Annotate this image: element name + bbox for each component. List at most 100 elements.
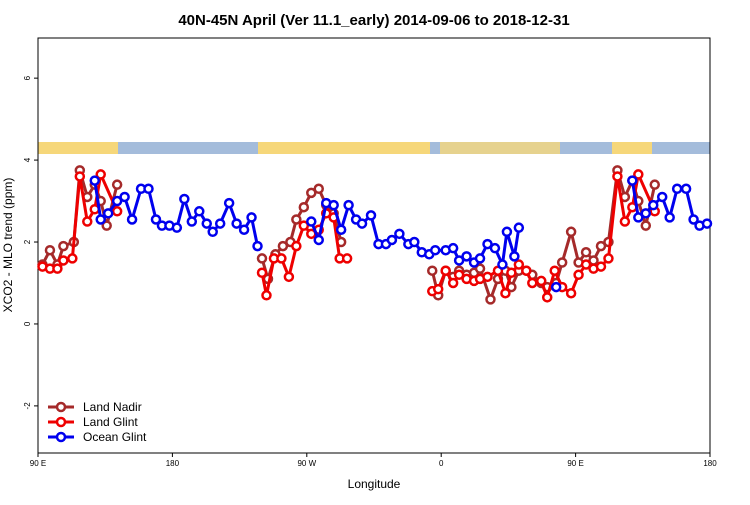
data-point xyxy=(573,269,584,281)
data-point xyxy=(394,228,405,240)
data-point xyxy=(527,277,538,289)
data-point xyxy=(341,253,353,264)
surface-strip xyxy=(38,142,710,154)
data-point xyxy=(633,212,644,223)
data-point xyxy=(58,240,69,252)
data-point xyxy=(179,193,190,205)
data-point xyxy=(640,208,652,219)
data-point xyxy=(509,251,520,262)
data-point xyxy=(386,234,398,246)
data-point xyxy=(501,226,513,238)
data-point xyxy=(207,226,218,238)
data-point xyxy=(500,287,511,299)
data-point xyxy=(335,224,347,235)
data-point xyxy=(95,169,106,180)
data-point xyxy=(580,259,592,270)
land-strip xyxy=(38,142,118,154)
data-point xyxy=(194,206,205,217)
data-point xyxy=(256,267,268,278)
data-point xyxy=(261,290,272,301)
data-point xyxy=(595,240,607,252)
x-tick-label: 0 xyxy=(439,459,444,468)
data-point xyxy=(356,218,368,229)
legend-label: Land Nadir xyxy=(83,400,142,414)
data-point xyxy=(365,210,377,221)
data-point xyxy=(143,183,154,195)
x-tick-label: 180 xyxy=(703,459,717,468)
data-point xyxy=(453,255,465,266)
data-point xyxy=(485,294,496,305)
data-point xyxy=(556,257,568,268)
data-point xyxy=(343,199,354,211)
data-point xyxy=(95,214,106,225)
data-point xyxy=(256,253,268,264)
data-point xyxy=(664,212,675,223)
data-point xyxy=(298,220,310,231)
data-point xyxy=(306,216,317,227)
data-point xyxy=(633,169,644,180)
data-point xyxy=(595,261,607,272)
legend-marker xyxy=(55,431,67,443)
data-point xyxy=(671,183,683,195)
data-point xyxy=(513,259,525,270)
data-point xyxy=(238,224,250,235)
data-point xyxy=(74,171,86,182)
y-tick-label: 6 xyxy=(23,75,32,80)
y-tick-label: 0 xyxy=(23,321,32,326)
x-tick-label: 90 E xyxy=(30,459,46,468)
data-point xyxy=(111,179,123,190)
data-point xyxy=(580,247,592,258)
data-point xyxy=(474,253,486,264)
data-point xyxy=(688,214,699,225)
data-point xyxy=(426,265,438,276)
data-point xyxy=(298,201,310,213)
data-point xyxy=(89,175,100,186)
series-line xyxy=(42,169,657,303)
data-point xyxy=(214,218,226,229)
data-point xyxy=(701,218,713,229)
x-axis-label: Longitude xyxy=(348,477,401,491)
land-strip xyxy=(440,142,560,154)
data-point xyxy=(252,240,263,252)
data-point xyxy=(111,195,123,207)
data-point xyxy=(521,265,532,276)
x-tick-label: 180 xyxy=(166,459,180,468)
data-point xyxy=(447,242,459,254)
data-point xyxy=(506,267,517,278)
data-point xyxy=(440,265,451,276)
legend-label: Ocean Glint xyxy=(83,430,147,444)
chart-title: 40N-45N April (Ver 11.1_early) 2014-09-0… xyxy=(178,12,569,29)
data-point xyxy=(656,191,668,203)
series-line xyxy=(41,169,657,304)
data-point xyxy=(52,263,63,274)
data-point xyxy=(619,216,631,227)
legend-marker xyxy=(55,416,67,428)
data-point xyxy=(291,214,302,225)
data-point xyxy=(186,216,198,227)
legend-marker xyxy=(55,401,67,413)
y-axis-label: XCO2 - MLO trend (ppm) xyxy=(1,178,15,313)
data-point xyxy=(82,216,93,227)
data-point xyxy=(565,287,577,299)
data-point xyxy=(603,253,614,264)
land-strip xyxy=(258,142,430,154)
data-point xyxy=(482,271,493,283)
data-point xyxy=(649,179,660,190)
data-point xyxy=(102,208,114,219)
land-strip xyxy=(612,142,652,154)
data-point xyxy=(171,222,183,233)
y-tick-label: 2 xyxy=(23,239,32,244)
data-point xyxy=(565,226,577,238)
data-point xyxy=(67,253,78,264)
data-point xyxy=(283,271,295,283)
data-point xyxy=(461,251,472,262)
y-tick-label: -2 xyxy=(23,402,32,410)
data-point xyxy=(119,191,130,203)
data-point xyxy=(101,220,112,231)
data-point xyxy=(201,218,212,229)
data-point xyxy=(276,253,287,264)
data-point xyxy=(612,171,623,182)
data-point xyxy=(44,244,56,256)
data-point xyxy=(482,238,493,250)
